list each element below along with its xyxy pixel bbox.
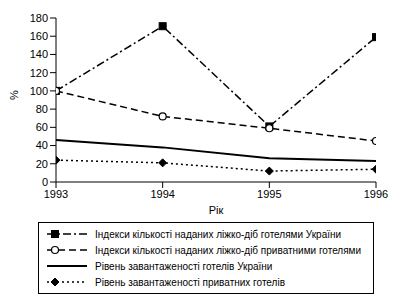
html-text:Індекси кількості наданих ліжк: Індекси кількості наданих ліжко-діб готе…: [95, 228, 342, 240]
html-text:Рівень завантаженості приватни: Рівень завантаженості приватних готелів: [95, 276, 285, 288]
svg-text:80: 80: [36, 103, 48, 115]
svg-text:20: 20: [36, 158, 48, 170]
svg-text:1995: 1995: [257, 188, 281, 200]
svg-text:120: 120: [30, 67, 48, 79]
svg-text:140: 140: [30, 48, 48, 60]
html-text:Індекси кількості наданих ліжк: Індекси кількості наданих ліжко-діб прив…: [95, 244, 362, 256]
svg-text:1994: 1994: [150, 188, 174, 200]
html-text:Рівень завантаженості готелів: Рівень завантаженості готелів України: [95, 260, 273, 272]
svg-text:Рік: Рік: [209, 204, 224, 216]
svg-text:%: %: [8, 90, 20, 100]
svg-text:1996: 1996: [364, 188, 388, 200]
svg-text:0: 0: [42, 176, 48, 188]
svg-text:60: 60: [36, 121, 48, 133]
svg-text:40: 40: [36, 139, 48, 151]
svg-text:160: 160: [30, 30, 48, 42]
svg-text:1993: 1993: [44, 188, 68, 200]
svg-text:180: 180: [30, 12, 48, 24]
svg-text:100: 100: [30, 85, 48, 97]
